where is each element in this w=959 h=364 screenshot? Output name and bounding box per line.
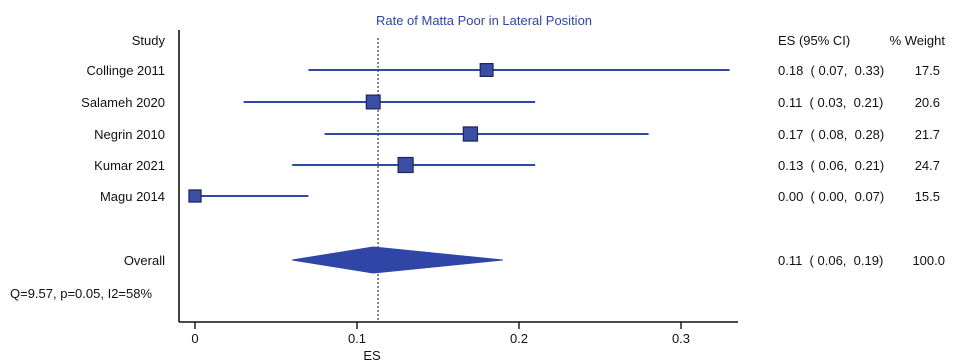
weight-value: 24.7 [915,158,940,173]
x-tick-label: 0.2 [510,331,528,346]
x-axis-ticks: 0 0.1 0.2 0.3 [191,322,690,346]
overall-weight-value: 100.0 [912,253,945,268]
overall-diamond [292,246,503,274]
effect-size-marker [365,94,381,110]
effect-size-marker [188,189,202,203]
study-name: Negrin 2010 [94,127,165,142]
study-row: Magu 2014 0.00 ( 0.00, 0.07) 15.5 [100,189,940,204]
weight-column-header: % Weight [890,33,946,48]
study-row: Collinge 2011 0.18 ( 0.07, 0.33) 17.5 [86,63,940,78]
study-row: Kumar 2021 0.13 ( 0.06, 0.21) 24.7 [94,156,940,174]
study-row: Negrin 2010 0.17 ( 0.08, 0.28) 21.7 [94,126,940,142]
study-name: Kumar 2021 [94,158,165,173]
weight-value: 20.6 [915,95,940,110]
es-ci-value: 0.17 ( 0.08, 0.28) [778,127,884,142]
effect-size-marker [479,63,494,77]
effect-size-marker [462,126,479,142]
study-row: Salameh 2020 0.11 ( 0.03, 0.21) 20.6 [81,94,940,110]
x-axis-label: ES [363,348,381,363]
study-name: Salameh 2020 [81,95,165,110]
study-rows: Collinge 2011 0.18 ( 0.07, 0.33) 17.5 Salam… [81,63,940,204]
effect-size-marker [397,156,414,174]
overall-es-ci-value: 0.11 ( 0.06, 0.19) [778,253,883,268]
overall-label: Overall [124,253,165,268]
study-name: Collinge 2011 [86,63,165,78]
es-ci-value: 0.00 ( 0.00, 0.07) [778,189,884,204]
heterogeneity-stats: Q=9.57, p=0.05, I2=58% [10,286,152,301]
study-column-header: Study [132,33,166,48]
es-ci-value: 0.18 ( 0.07, 0.33) [778,63,884,78]
weight-value: 21.7 [915,127,940,142]
chart-title: Rate of Matta Poor in Lateral Position [376,13,592,28]
es-ci-value: 0.11 ( 0.03, 0.21) [778,95,883,110]
es-ci-value: 0.13 ( 0.06, 0.21) [778,158,884,173]
x-tick-label: 0.1 [348,331,366,346]
weight-value: 17.5 [915,63,940,78]
overall-row: Overall 0.11 ( 0.06, 0.19) 100.0 [124,246,945,274]
study-name: Magu 2014 [100,189,165,204]
x-tick-label: 0 [191,331,198,346]
x-tick-label: 0.3 [672,331,690,346]
es-ci-column-header: ES (95% CI) [778,33,850,48]
weight-value: 15.5 [915,189,940,204]
